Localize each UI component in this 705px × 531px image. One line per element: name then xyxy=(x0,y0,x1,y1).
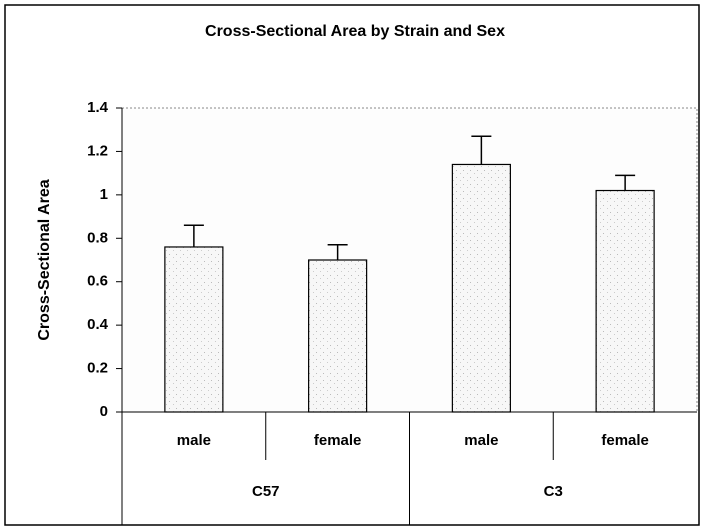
y-tick-label: 0.4 xyxy=(87,316,109,333)
x-tick-label: male xyxy=(177,432,211,449)
bar xyxy=(595,189,655,413)
x-tick-label: male xyxy=(464,432,498,449)
y-tick-label: 0.2 xyxy=(87,360,108,377)
y-axis-label: Cross-Sectional Area xyxy=(36,179,53,340)
x-tick-label: female xyxy=(314,432,362,449)
y-tick-label: 1 xyxy=(100,186,108,203)
error-bar xyxy=(471,135,492,165)
bar xyxy=(451,163,511,413)
x-tick-label: female xyxy=(601,432,649,449)
bar xyxy=(164,246,224,413)
y-tick-label: 0.8 xyxy=(87,229,108,246)
y-tick-label: 1.4 xyxy=(87,99,109,116)
group-label: C57 xyxy=(252,483,280,500)
error-bar xyxy=(327,244,348,260)
group-label: C3 xyxy=(544,483,563,500)
y-tick-label: 0 xyxy=(100,403,108,420)
error-bar xyxy=(183,224,204,247)
error-bar xyxy=(615,174,636,191)
bar xyxy=(308,259,368,413)
y-tick-label: 1.2 xyxy=(87,142,108,159)
chart-title: Cross-Sectional Area by Strain and Sex xyxy=(205,23,505,40)
y-tick-label: 0.6 xyxy=(87,273,108,290)
